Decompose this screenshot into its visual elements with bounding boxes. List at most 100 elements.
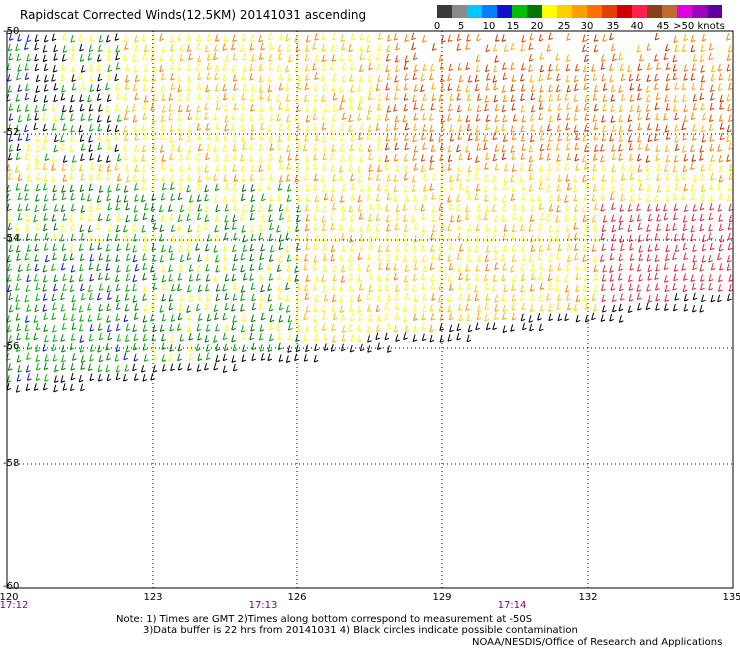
wind-barb bbox=[556, 204, 561, 213]
wind-barb bbox=[169, 164, 174, 172]
wind-barb bbox=[170, 335, 175, 343]
wind-barb bbox=[719, 132, 725, 141]
wind-barb bbox=[133, 353, 139, 362]
wind-barb bbox=[71, 83, 77, 91]
wind-barb bbox=[168, 93, 174, 101]
wind-barb bbox=[708, 114, 714, 123]
wind-barb bbox=[719, 102, 724, 110]
wind-barb bbox=[367, 144, 373, 153]
wind-barb bbox=[223, 343, 229, 352]
wind-barb bbox=[429, 183, 434, 191]
wind-barb bbox=[465, 185, 471, 193]
wind-barb bbox=[701, 294, 706, 303]
wind-barb bbox=[683, 252, 688, 261]
wind-barb bbox=[142, 293, 147, 302]
wind-barb bbox=[222, 332, 228, 341]
wind-barb bbox=[420, 132, 426, 141]
wind-barb bbox=[342, 325, 347, 333]
wind-barb bbox=[413, 163, 419, 171]
wind-barb bbox=[314, 133, 320, 142]
wind-barb bbox=[222, 163, 228, 172]
wind-barb bbox=[709, 242, 715, 251]
wind-barb bbox=[60, 204, 66, 213]
wind-barb bbox=[484, 95, 490, 103]
wind-barb bbox=[484, 174, 489, 183]
wind-barb bbox=[116, 265, 121, 273]
wind-barb bbox=[285, 294, 291, 302]
wind-barb bbox=[610, 115, 616, 123]
wind-barb bbox=[115, 82, 121, 91]
wind-barb bbox=[654, 254, 660, 263]
wind-barb bbox=[449, 182, 455, 191]
wind-barb bbox=[322, 135, 327, 143]
wind-barb bbox=[385, 93, 391, 101]
wind-barb bbox=[53, 114, 58, 123]
wind-barb bbox=[422, 173, 428, 181]
wind-barb bbox=[195, 303, 201, 312]
wind-barb bbox=[312, 242, 318, 251]
wind-barb bbox=[34, 63, 40, 72]
wind-barb bbox=[98, 164, 104, 172]
wind-barb bbox=[53, 223, 58, 231]
wind-barb bbox=[80, 292, 86, 301]
wind-barb bbox=[394, 55, 400, 63]
wind-barb bbox=[231, 123, 236, 132]
wind-barb bbox=[422, 293, 427, 301]
wind-barb bbox=[125, 284, 130, 292]
wind-barb bbox=[7, 363, 13, 371]
wind-barb bbox=[43, 95, 49, 103]
wind-barb bbox=[123, 314, 129, 323]
wind-barb bbox=[170, 193, 175, 201]
wind-barb bbox=[511, 74, 517, 83]
wind-barb bbox=[448, 312, 454, 321]
wind-barb bbox=[575, 263, 580, 271]
lon-label-123: 123 bbox=[143, 592, 163, 603]
wind-barb bbox=[393, 325, 399, 333]
wind-barb bbox=[618, 215, 624, 223]
wind-barb bbox=[492, 322, 497, 331]
wind-barb bbox=[186, 93, 191, 101]
wind-barb bbox=[296, 74, 302, 82]
wind-barb bbox=[287, 345, 292, 353]
wind-barb bbox=[501, 85, 507, 93]
wind-barb bbox=[384, 142, 390, 151]
wind-barb bbox=[26, 113, 32, 122]
wind-barb bbox=[393, 153, 399, 162]
wind-barb bbox=[412, 284, 417, 293]
wind-barb bbox=[115, 224, 121, 233]
wind-barb bbox=[511, 164, 517, 173]
wind-barb bbox=[285, 232, 290, 241]
wind-barb bbox=[564, 195, 569, 203]
wind-barb bbox=[285, 83, 291, 91]
wind-barb bbox=[43, 275, 48, 283]
wind-barb bbox=[520, 313, 526, 322]
wind-barb bbox=[89, 353, 94, 362]
wind-barb bbox=[537, 194, 542, 203]
wind-barb bbox=[340, 154, 346, 163]
wind-barb bbox=[232, 244, 237, 253]
wind-barb bbox=[521, 193, 527, 201]
wind-barb bbox=[456, 252, 462, 261]
wind-barb bbox=[520, 163, 525, 171]
wind-barb bbox=[7, 284, 12, 293]
wind-barb bbox=[655, 203, 661, 212]
wind-barb bbox=[448, 262, 454, 271]
wind-barb bbox=[700, 75, 706, 83]
wind-barb bbox=[404, 292, 409, 301]
wind-barb bbox=[161, 354, 167, 362]
wind-barb bbox=[231, 334, 236, 343]
wind-barb bbox=[683, 33, 688, 42]
wind-barb bbox=[637, 135, 642, 143]
wind-barb bbox=[528, 255, 534, 263]
wind-barb bbox=[161, 105, 167, 113]
wind-barb bbox=[8, 134, 14, 142]
wind-barb bbox=[115, 202, 121, 211]
wind-barb bbox=[286, 144, 291, 153]
wind-barb bbox=[332, 104, 338, 113]
wind-barb bbox=[403, 314, 408, 323]
wind-barb bbox=[224, 302, 230, 311]
wind-barb bbox=[395, 164, 401, 173]
wind-barb bbox=[591, 215, 597, 223]
wind-barb bbox=[294, 95, 300, 103]
wind-barb bbox=[646, 173, 651, 181]
